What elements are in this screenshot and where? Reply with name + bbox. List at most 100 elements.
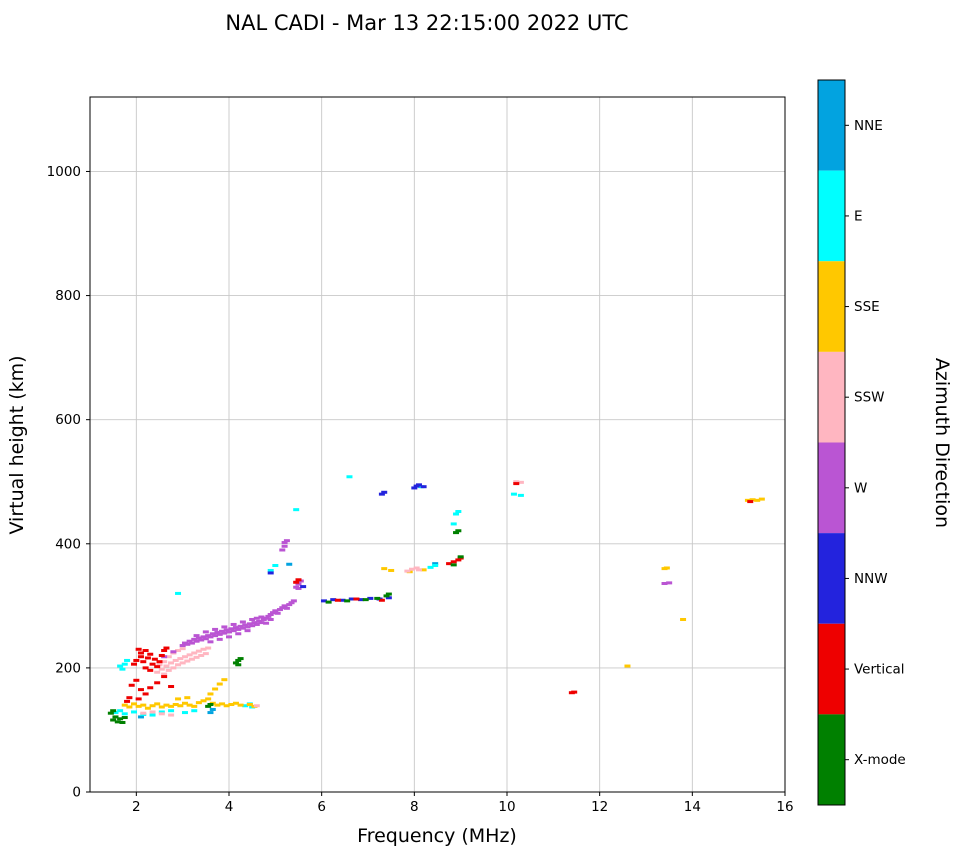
data-point-SSE xyxy=(388,568,395,572)
data-point-W xyxy=(258,621,265,625)
data-point-Vertical xyxy=(156,660,163,664)
data-point-SSW xyxy=(161,672,168,676)
data-point-Vertical xyxy=(131,662,138,666)
data-point-NNW xyxy=(348,597,355,601)
data-point-SSW xyxy=(175,649,182,653)
data-point-W xyxy=(283,539,290,543)
data-point-SSW xyxy=(195,649,202,653)
data-point-Vertical xyxy=(142,649,149,653)
x-tick-label: 14 xyxy=(684,799,701,815)
data-point-SSE xyxy=(195,701,202,705)
data-point-SSE xyxy=(163,703,170,707)
colorbar-label-SSE: SSE xyxy=(854,299,880,315)
data-point-E xyxy=(427,565,434,569)
data-point-E xyxy=(432,564,439,568)
data-point-W xyxy=(216,632,223,636)
data-point-X-mode xyxy=(107,711,114,715)
data-point-X-mode xyxy=(344,599,351,603)
data-point-E xyxy=(510,492,517,496)
data-point-W xyxy=(232,626,239,630)
data-point-E xyxy=(117,664,124,668)
data-point-E xyxy=(346,475,353,479)
data-point-Vertical xyxy=(154,681,161,685)
data-point-SSE xyxy=(154,702,161,706)
data-point-NNE xyxy=(209,707,216,711)
data-point-SSE xyxy=(214,703,221,707)
data-point-Vertical xyxy=(135,697,142,701)
x-tick-label: 12 xyxy=(591,799,608,815)
data-point-W xyxy=(188,641,195,645)
data-point-E xyxy=(453,512,460,516)
data-point-X-mode xyxy=(237,657,244,661)
data-point-SSW xyxy=(177,657,184,661)
data-point-Vertical xyxy=(455,558,462,562)
colorbar-segment-E xyxy=(818,170,845,262)
data-point-Vertical xyxy=(446,562,453,566)
data-point-SSW xyxy=(175,663,182,667)
data-point-SSE xyxy=(754,498,761,502)
data-point-W xyxy=(263,616,270,620)
data-point-W xyxy=(290,599,297,603)
data-point-SSE xyxy=(121,703,128,707)
chart-title: NAL CADI - Mar 13 22:15:00 2022 UTC xyxy=(225,11,628,35)
data-point-Vertical xyxy=(126,696,133,700)
data-point-W xyxy=(295,582,302,586)
data-point-SSW xyxy=(156,663,163,667)
colorbar-label-SSW: SSW xyxy=(854,390,885,406)
data-point-E xyxy=(131,710,138,714)
data-point-W xyxy=(239,620,246,624)
data-point-SSE xyxy=(228,703,235,707)
data-point-Vertical xyxy=(161,675,168,679)
x-tick-label: 4 xyxy=(225,799,234,815)
data-point-W xyxy=(223,628,230,632)
data-point-E xyxy=(242,704,249,708)
data-point-Vertical xyxy=(128,683,135,687)
data-point-W xyxy=(221,631,228,635)
data-point-W xyxy=(281,541,288,545)
data-point-SSW xyxy=(154,670,161,674)
data-point-X-mode xyxy=(110,709,117,713)
data-point-SSE xyxy=(186,703,193,707)
y-tick-label: 800 xyxy=(55,288,81,304)
data-point-W xyxy=(198,638,205,642)
data-point-X-mode xyxy=(383,594,390,598)
data-point-W xyxy=(186,639,193,643)
data-point-W xyxy=(242,623,249,627)
x-tick-label: 10 xyxy=(498,799,515,815)
data-point-SSW xyxy=(165,668,172,672)
y-tick-label: 1000 xyxy=(47,164,81,180)
x-tick-label: 8 xyxy=(410,799,419,815)
data-point-W xyxy=(244,625,251,629)
data-point-SSE xyxy=(144,706,151,710)
data-point-SSW xyxy=(404,569,411,573)
data-point-SSE xyxy=(200,699,207,703)
data-point-SSW xyxy=(184,659,191,663)
data-point-X-mode xyxy=(457,555,464,559)
data-point-W xyxy=(193,639,200,643)
data-point-E xyxy=(267,568,274,572)
data-point-Vertical xyxy=(158,653,165,657)
data-point-W xyxy=(207,635,214,639)
data-point-W xyxy=(195,636,202,640)
data-point-E xyxy=(272,564,279,568)
data-point-W xyxy=(214,631,221,635)
data-point-W xyxy=(253,622,260,626)
data-point-W xyxy=(279,548,286,552)
data-point-Vertical xyxy=(513,482,520,486)
data-point-Vertical xyxy=(135,647,142,651)
data-point-NNE xyxy=(286,562,293,566)
data-point-Vertical xyxy=(378,598,385,602)
data-point-SSE xyxy=(749,498,756,502)
data-point-Vertical xyxy=(147,652,154,656)
colorbar-label-Vertical: Vertical xyxy=(854,662,905,678)
data-point-NNW xyxy=(339,598,346,602)
colorbar-segment-SSE xyxy=(818,261,845,352)
data-point-X-mode xyxy=(112,715,119,719)
data-point-W xyxy=(249,624,256,628)
data-point-W xyxy=(230,629,237,633)
data-point-SSE xyxy=(207,692,214,696)
data-point-SSW xyxy=(188,657,195,661)
data-point-X-mode xyxy=(235,663,242,667)
data-point-W xyxy=(251,621,258,625)
y-axis-label: Virtual height (km) xyxy=(6,355,28,534)
